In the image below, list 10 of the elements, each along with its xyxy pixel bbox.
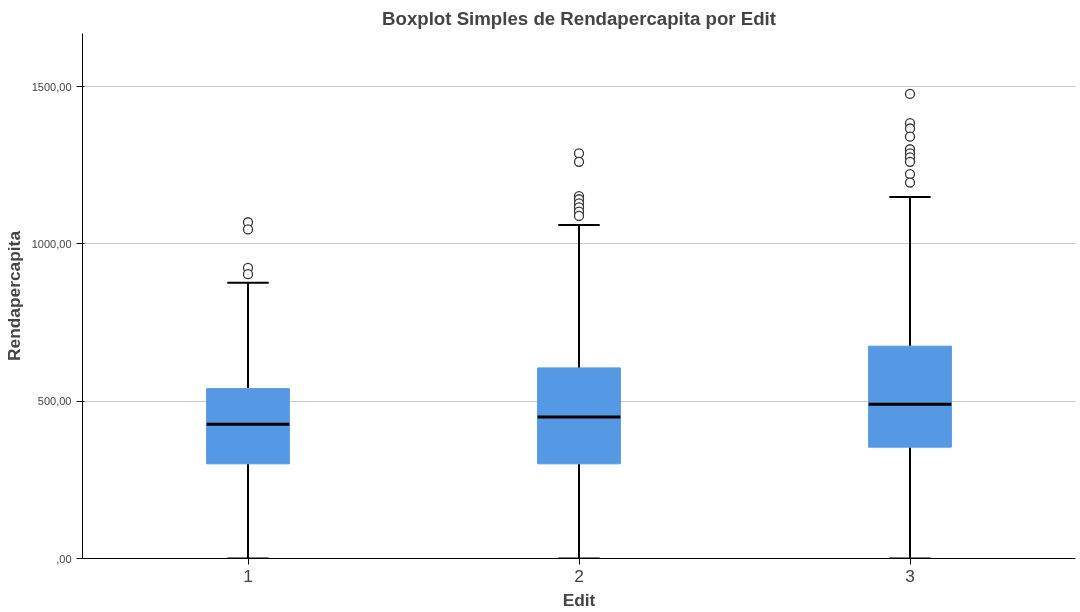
y-tick-label: ,00 [56, 552, 72, 565]
x-tick-label: 1 [243, 565, 253, 586]
x-tick-label: 2 [574, 565, 584, 586]
x-axis-title: Edit [562, 589, 596, 610]
y-tick-label: 500,00 [37, 395, 72, 408]
y-tick-label: 1000,00 [31, 237, 72, 250]
y-axis-title: Rendapercapita [3, 230, 24, 361]
y-tick-label: 1500,00 [31, 80, 72, 93]
x-tick-label: 3 [905, 565, 915, 586]
chart-title: Boxplot Simples de Rendapercapita por Edit [382, 7, 776, 29]
